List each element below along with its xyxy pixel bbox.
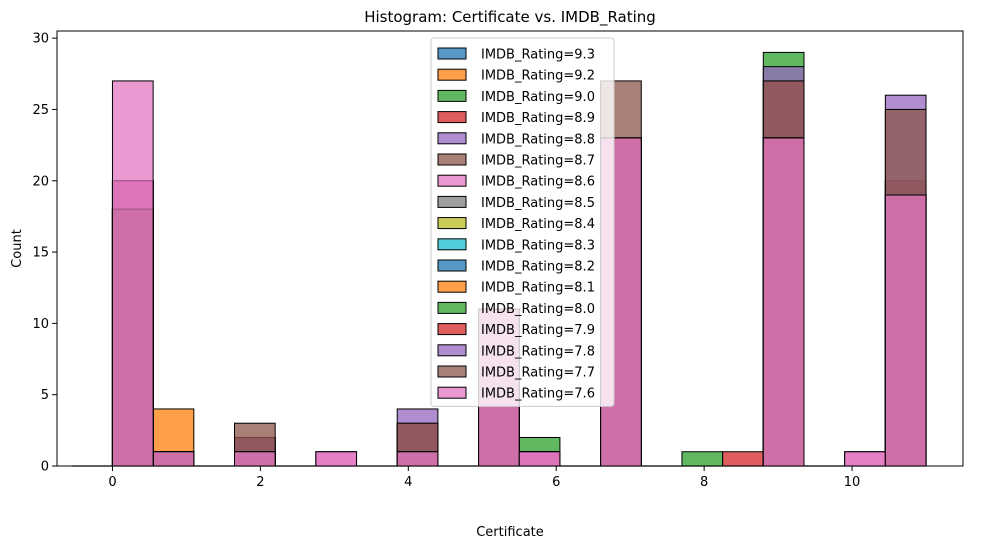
y-tick-label: 10: [32, 317, 49, 332]
histogram-bar: [111, 80, 154, 467]
histogram-bar: [396, 451, 439, 467]
x-tick-label: 6: [552, 475, 560, 490]
legend-swatch: [437, 280, 467, 293]
legend-label: IMDB_Rating=7.9: [481, 323, 595, 338]
legend-label: IMDB_Rating=8.8: [481, 132, 595, 147]
legend-label: IMDB_Rating=8.1: [481, 281, 595, 296]
legend-label: IMDB_Rating=9.2: [481, 69, 595, 84]
legend-swatch: [437, 344, 467, 357]
legend-label: IMDB_Rating=9.3: [481, 48, 595, 63]
x-axis-title: Certificate: [476, 525, 544, 540]
histogram-bar: [844, 451, 886, 467]
legend-label: IMDB_Rating=8.2: [481, 260, 595, 275]
legend-swatch: [437, 259, 467, 272]
y-tick-label: 5: [41, 388, 49, 403]
legend-swatch: [437, 132, 467, 145]
chart-title: Histogram: Certificate vs. IMDB_Rating: [364, 8, 656, 27]
y-tick-label: 20: [32, 174, 49, 189]
x-tick-label: 2: [256, 475, 264, 490]
histogram-bar: [315, 451, 358, 467]
histogram-bar: [152, 451, 195, 467]
x-tick-label: 8: [700, 475, 708, 490]
legend-label: IMDB_Rating=8.4: [481, 217, 595, 232]
x-tick-label: 4: [404, 475, 412, 490]
legend-swatch: [437, 238, 467, 251]
legend-label: IMDB_Rating=8.6: [481, 175, 595, 190]
legend-swatch: [437, 47, 467, 60]
x-tick-label: 0: [108, 475, 116, 490]
histogram-bar: [234, 451, 276, 467]
y-tick-label: 25: [32, 103, 49, 118]
legend-swatch: [437, 89, 467, 102]
legend-label: IMDB_Rating=8.0: [481, 302, 595, 317]
legend-label: IMDB_Rating=9.0: [481, 90, 595, 105]
legend: IMDB_Rating=9.3 IMDB_Rating=9.2 IMDB_Ratin…: [430, 37, 615, 407]
y-axis-title: Count: [10, 229, 25, 268]
legend-swatch: [437, 301, 467, 314]
histogram-bar: [681, 451, 724, 467]
legend-frame: [430, 37, 615, 407]
y-tick-label: 15: [32, 246, 49, 261]
legend-label: IMDB_Rating=8.7: [481, 154, 595, 169]
legend-label: IMDB_Rating=7.8: [481, 344, 595, 359]
legend-label: IMDB_Rating=7.6: [481, 387, 595, 402]
legend-label: IMDB_Rating=7.7: [481, 366, 595, 381]
histogram-bar: [518, 451, 561, 467]
histogram-bar: [884, 194, 927, 467]
legend-swatch: [437, 386, 467, 399]
legend-label: IMDB_Rating=8.5: [481, 196, 595, 211]
legend-swatch: [437, 323, 467, 336]
x-tick-label: 10: [844, 475, 861, 490]
legend-swatch: [437, 174, 467, 187]
y-tick-label: 0: [41, 460, 49, 475]
legend-swatch: [437, 111, 467, 124]
histogram-bar: [722, 451, 764, 467]
legend-swatch: [437, 153, 467, 166]
legend-label: IMDB_Rating=8.3: [481, 238, 595, 253]
legend-label: IMDB_Rating=8.9: [481, 111, 595, 126]
legend-swatch: [437, 195, 467, 208]
legend-swatch: [437, 68, 467, 81]
histogram-bar: [762, 137, 805, 467]
y-tick-label: 30: [32, 32, 49, 47]
legend-swatch: [437, 365, 467, 378]
legend-swatch: [437, 217, 467, 230]
